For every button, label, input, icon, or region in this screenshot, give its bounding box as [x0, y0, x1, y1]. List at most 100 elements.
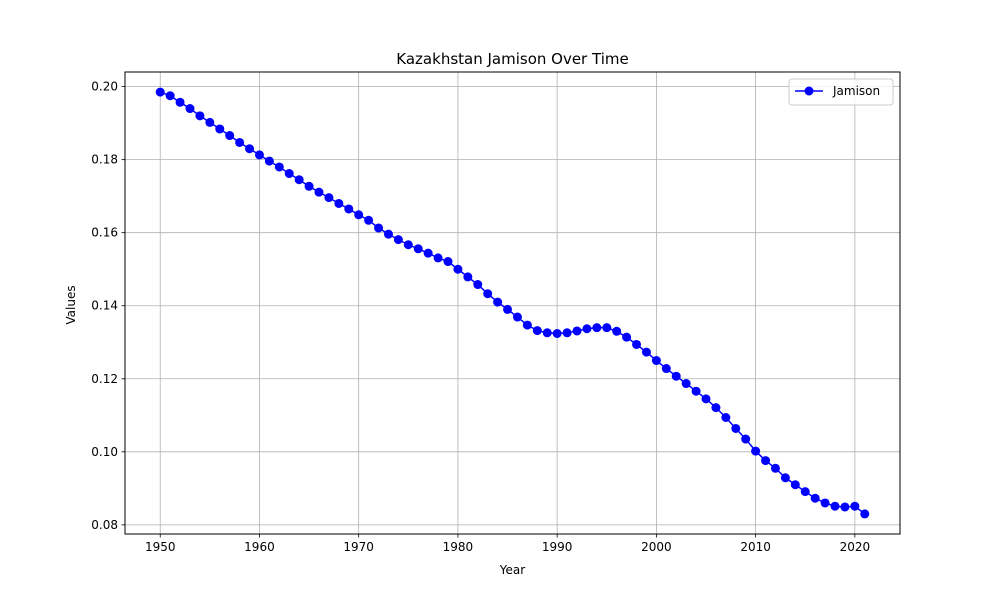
data-point: [830, 501, 840, 511]
data-point: [324, 193, 334, 203]
data-point: [840, 502, 850, 512]
data-point: [423, 248, 433, 258]
data-point: [413, 244, 423, 254]
data-point: [770, 463, 780, 473]
data-point: [820, 498, 830, 508]
x-tick-label: 1980: [443, 540, 474, 554]
data-point: [225, 131, 235, 141]
x-tick-label: 2020: [840, 540, 871, 554]
legend: Jamison: [788, 78, 894, 106]
data-point: [254, 150, 264, 160]
x-tick-label: 1960: [244, 540, 275, 554]
data-point: [542, 328, 552, 338]
y-tick-label: 0.16: [91, 226, 118, 240]
data-point: [155, 87, 165, 97]
data-point: [393, 235, 403, 245]
data-point: [503, 304, 513, 314]
x-tick-label: 2010: [740, 540, 771, 554]
y-tick-label: 0.20: [91, 80, 118, 94]
x-tick-label: 2000: [641, 540, 672, 554]
data-point: [622, 332, 632, 342]
data-point: [195, 111, 205, 121]
data-point: [532, 326, 542, 336]
data-point: [691, 386, 701, 396]
x-tick-label: 1950: [145, 540, 176, 554]
data-point: [245, 144, 255, 154]
chart-title: Kazakhstan Jamison Over Time: [396, 50, 628, 68]
data-point: [582, 324, 592, 334]
data-point: [721, 413, 731, 422]
data-point: [205, 117, 215, 127]
data-point: [264, 156, 274, 166]
data-point: [522, 320, 532, 330]
data-point: [175, 97, 185, 107]
data-point: [493, 297, 503, 307]
legend-marker-swatch: [804, 86, 814, 96]
data-point: [661, 364, 671, 374]
data-point: [314, 187, 324, 197]
plot-frame: [124, 71, 901, 535]
data-point: [751, 446, 761, 456]
data-point: [711, 403, 721, 413]
data-point: [780, 473, 790, 483]
data-point: [790, 480, 800, 490]
data-point: [761, 456, 771, 466]
data-point: [671, 371, 681, 381]
legend-box: [788, 78, 894, 106]
x-axis-label: Year: [499, 563, 525, 577]
data-point: [612, 326, 622, 336]
y-tick-label: 0.14: [91, 299, 118, 313]
data-point: [403, 240, 413, 250]
data-point: [294, 175, 304, 185]
data-point: [572, 326, 582, 336]
data-point: [453, 264, 463, 274]
data-point: [512, 312, 522, 322]
data-point: [731, 423, 741, 433]
data-point: [602, 323, 612, 333]
data-point: [850, 501, 860, 511]
data-point: [165, 91, 175, 101]
y-tick-label: 0.10: [91, 445, 118, 459]
data-point: [185, 104, 195, 114]
y-tick-label: 0.08: [91, 518, 118, 532]
data-point: [562, 328, 572, 338]
data-point: [641, 347, 651, 357]
data-point: [215, 124, 225, 134]
data-point: [374, 223, 384, 233]
data-point: [681, 379, 691, 389]
series-layer: [155, 87, 870, 519]
data-point: [344, 204, 354, 214]
data-point: [304, 181, 314, 191]
data-point: [354, 210, 364, 220]
x-axis: 1950 1960 1970 1980 1990 2000 2010 2020: [145, 534, 870, 554]
data-point: [364, 215, 374, 225]
data-point: [632, 339, 642, 349]
data-point: [860, 509, 870, 519]
data-point: [592, 323, 602, 333]
y-axis-label: Values: [64, 285, 78, 324]
data-point: [463, 272, 473, 282]
y-tick-label: 0.18: [91, 153, 118, 167]
x-tick-label: 1990: [542, 540, 573, 554]
x-tick-label: 1970: [343, 540, 374, 554]
data-point: [274, 162, 284, 172]
data-point: [284, 169, 294, 179]
y-tick-label: 0.12: [91, 372, 118, 386]
data-point: [552, 329, 562, 338]
data-point: [334, 198, 344, 208]
data-point: [800, 487, 810, 497]
data-point: [433, 253, 443, 263]
grid: [125, 72, 900, 534]
data-point: [741, 434, 751, 444]
data-point: [483, 289, 493, 299]
legend-label: Jamison: [832, 84, 880, 98]
data-point: [443, 257, 453, 267]
data-point: [383, 229, 393, 239]
data-point: [701, 394, 711, 404]
data-point: [810, 493, 820, 503]
data-point: [651, 356, 661, 366]
y-axis: 0.08 0.10 0.12 0.14 0.16 0.18 0.20: [91, 80, 125, 532]
data-point: [473, 280, 483, 290]
